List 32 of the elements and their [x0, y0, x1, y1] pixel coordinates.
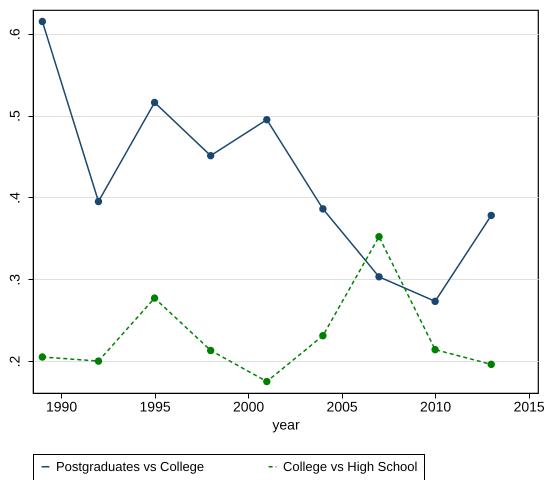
y-tick-label: .3 — [6, 274, 22, 286]
point — [263, 116, 271, 124]
point — [263, 378, 271, 386]
x-axis-title: year — [272, 416, 300, 432]
point — [431, 298, 439, 306]
point — [375, 232, 383, 240]
x-tick-label: 2010 — [420, 398, 452, 414]
point — [319, 205, 327, 213]
point — [488, 360, 495, 368]
x-tick-label: 1995 — [139, 398, 171, 414]
legend-label: Postgraduates vs College — [56, 458, 204, 474]
point — [38, 353, 46, 361]
point — [375, 273, 383, 280]
point — [150, 294, 158, 302]
point — [319, 332, 327, 340]
point — [150, 98, 158, 106]
y-tick-label: .2 — [6, 356, 22, 368]
point — [431, 346, 439, 354]
x-tick-label: 2015 — [514, 398, 545, 414]
point — [206, 346, 214, 354]
x-tick-label: 2005 — [326, 398, 358, 414]
point — [206, 152, 214, 160]
point — [94, 357, 102, 365]
x-tick-label: 1990 — [46, 398, 78, 414]
y-tick-label: .4 — [6, 192, 22, 204]
legend-label: College vs High School — [283, 458, 418, 474]
y-tick-label: .6 — [6, 28, 22, 40]
y-tick-label: .5 — [6, 110, 22, 122]
point — [488, 212, 495, 220]
point — [94, 198, 102, 206]
point — [38, 18, 46, 26]
x-tick-label: 2000 — [233, 398, 264, 414]
